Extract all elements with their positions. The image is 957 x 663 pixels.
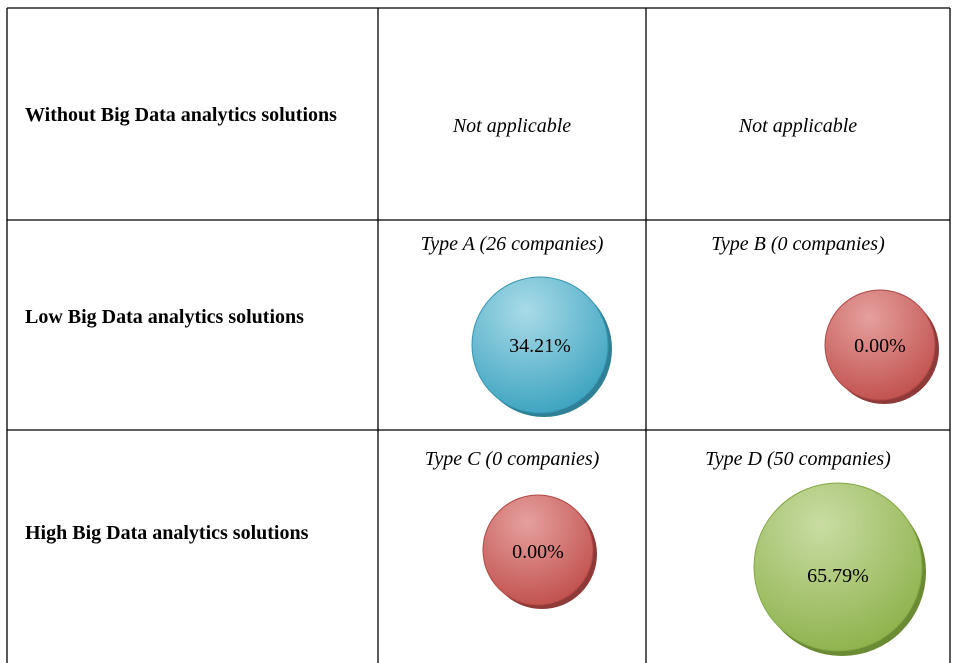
cell-value: 34.21%	[509, 335, 571, 357]
cell-title: Type B (0 companies)	[711, 233, 885, 255]
cell-value: 0.00%	[512, 541, 564, 563]
cell-title: Type D (50 companies)	[705, 448, 891, 470]
row-label: Without Big Data analytics solutions	[25, 104, 337, 126]
row-label: High Big Data analytics solutions	[25, 522, 309, 544]
cell-value: 65.79%	[807, 565, 869, 587]
grid	[6, 7, 951, 663]
circle	[482, 494, 594, 606]
cell-title: Type A (26 companies)	[420, 233, 604, 255]
cell-value: 0.00%	[854, 335, 906, 357]
cell-text: Not applicable	[738, 115, 858, 137]
cell-title: Type C (0 companies)	[424, 448, 600, 470]
circle	[824, 289, 936, 401]
cell-text: Not applicable	[452, 115, 572, 137]
circle	[471, 276, 609, 414]
row-label: Low Big Data analytics solutions	[25, 306, 304, 328]
circle	[753, 482, 923, 652]
